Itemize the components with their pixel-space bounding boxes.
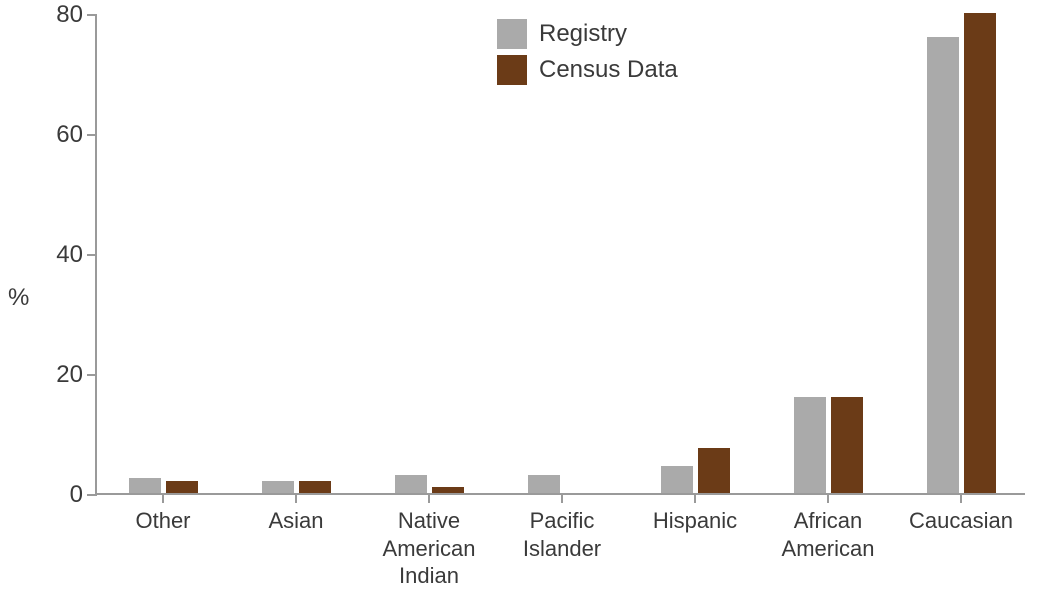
x-tick-label: Caucasian: [891, 493, 1031, 535]
legend-label-registry: Registry: [539, 20, 627, 48]
legend-swatch-census: [497, 55, 527, 85]
bar: [927, 37, 959, 493]
x-tick-label: Asian: [226, 493, 366, 535]
bar: [166, 481, 198, 493]
y-axis-label: %: [8, 284, 29, 312]
plot-area: Registry Census Data 020406080OtherAsian…: [95, 15, 1025, 495]
legend-swatch-registry: [497, 19, 527, 49]
bar: [395, 475, 427, 493]
bar: [661, 466, 693, 493]
y-tick-label: 80: [56, 1, 97, 29]
x-tick-label: African American: [758, 493, 898, 562]
y-tick-label: 60: [56, 121, 97, 149]
x-tick-label: Pacific Islander: [492, 493, 632, 562]
bar: [698, 448, 730, 493]
bar: [129, 478, 161, 493]
bar: [262, 481, 294, 493]
legend-item-census: Census Data: [497, 55, 678, 85]
bar: [831, 397, 863, 493]
chart-container: % Registry Census Data 020406080OtherAsi…: [0, 0, 1050, 595]
bar: [528, 475, 560, 493]
y-tick-label: 20: [56, 361, 97, 389]
legend-item-registry: Registry: [497, 19, 678, 49]
bar: [432, 487, 464, 493]
x-tick-label: Other: [93, 493, 233, 535]
legend: Registry Census Data: [497, 19, 678, 85]
bar: [964, 13, 996, 493]
x-tick-label: Native American Indian: [359, 493, 499, 590]
x-tick-label: Hispanic: [625, 493, 765, 535]
bar: [299, 481, 331, 493]
y-tick-label: 40: [56, 241, 97, 269]
legend-label-census: Census Data: [539, 56, 678, 84]
bar: [794, 397, 826, 493]
